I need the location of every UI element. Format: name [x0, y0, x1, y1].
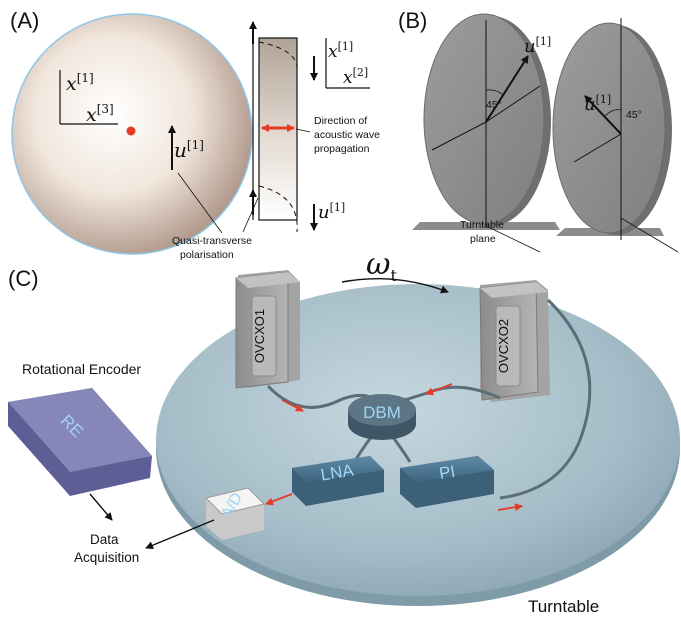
- x3-label: x[3]: [86, 102, 114, 126]
- ovcxo1-block: OVCXO1: [235, 270, 300, 389]
- x1-label: x[1]: [66, 71, 94, 95]
- right-angle-label: 45°: [626, 109, 642, 121]
- panel-c-label: (C): [8, 266, 39, 291]
- encoder-block: RE: [8, 388, 152, 496]
- left-angle-arc: [485, 89, 504, 96]
- right-u1-label: u[1]: [584, 93, 611, 115]
- left-u1-arrow: [485, 55, 529, 123]
- right-plane-line: [620, 217, 679, 253]
- beam-point: [126, 126, 136, 136]
- quasi-leader-line-1: [177, 172, 223, 234]
- left-plane-line: [485, 225, 541, 253]
- data-acquisition-label: Data Acquisition: [74, 532, 139, 565]
- ovcxo1-label: OVCXO1: [252, 309, 267, 363]
- quasi-leader-line-2: [242, 197, 259, 233]
- encoder-to-daq-arrow: [89, 493, 113, 521]
- panel-a-label: (A): [10, 8, 39, 33]
- side-x2-label: x[2]: [343, 66, 368, 88]
- dbm-label: DBM: [363, 403, 401, 422]
- signal-arrow-pi: [497, 503, 523, 512]
- side-x1-label: x[1]: [328, 40, 353, 62]
- turntable-plane-note: Turntable plane: [460, 219, 507, 245]
- u1-label: u[1]: [174, 138, 204, 162]
- ovcxo2-label: OVCXO2: [496, 319, 511, 373]
- quasi-note: Quasi-transverse polarisation: [172, 235, 255, 261]
- signal-arrow-osc2: [425, 383, 453, 396]
- left-axis-diag-2: [485, 85, 541, 123]
- pi-label: PI: [438, 462, 457, 483]
- acoustic-note: Direction of acoustic wave propagation: [314, 115, 383, 155]
- left-u1-label: u[1]: [524, 35, 551, 57]
- pi-block: PI: [400, 456, 494, 508]
- panel-b: (B) 45° u[1] Turntable plane 45° u[1]: [398, 8, 679, 253]
- rotation-arrow: [341, 277, 449, 294]
- left-angle-label: 45°: [486, 99, 502, 111]
- panel-b-label: (B): [398, 8, 427, 33]
- turntable-surface: [156, 284, 680, 596]
- rotational-encoder-label: Rotational Encoder: [22, 361, 141, 377]
- right-angle-arc: [604, 109, 622, 117]
- cable-osc2-pi: [499, 298, 592, 500]
- side-u1-label: u[1]: [318, 201, 345, 223]
- panel-a: (A) x[1] x[3] u[1] x[1] x[2]: [10, 8, 383, 261]
- lna-block: LNA: [292, 456, 384, 506]
- signal-arrow-osc1: [281, 399, 304, 412]
- turntable-label: Turntable: [528, 597, 599, 616]
- cable-osc1-dbm: [266, 384, 373, 409]
- left-axis-diag: [431, 121, 487, 151]
- right-axis-diag: [573, 133, 622, 163]
- omega-label: ωt: [366, 247, 397, 285]
- left-disc: [423, 13, 545, 225]
- ad-to-daq-arrow: [145, 519, 215, 550]
- ad-block: A/D: [205, 487, 265, 540]
- acoustic-leader-line: [295, 128, 311, 133]
- right-u1-arrow: [584, 95, 622, 135]
- signal-arrow-lna-ad: [265, 493, 293, 506]
- panel-c: (C) Turntable ωt OVCXO1 OVCXO2: [8, 247, 680, 616]
- dbm-block: DBM: [348, 394, 416, 440]
- ovcxo2-block: OVCXO2: [479, 280, 550, 402]
- right-disc: [552, 22, 666, 234]
